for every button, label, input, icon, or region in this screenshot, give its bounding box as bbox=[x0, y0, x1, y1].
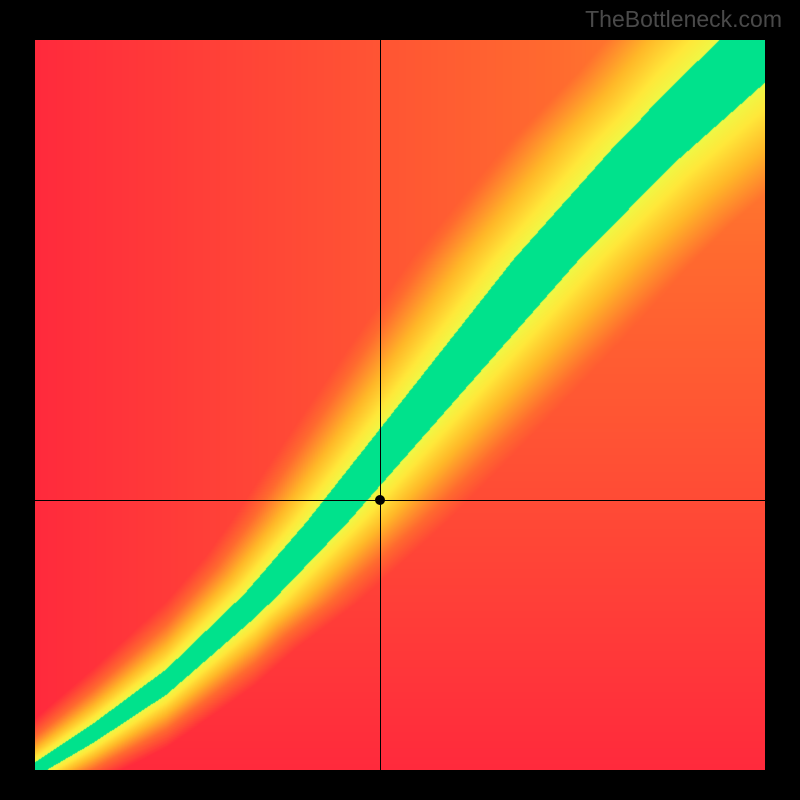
crosshair-vertical bbox=[380, 40, 381, 770]
crosshair-horizontal bbox=[35, 500, 765, 501]
chart-container: TheBottleneck.com bbox=[0, 0, 800, 800]
watermark-text: TheBottleneck.com bbox=[585, 6, 782, 33]
bottleneck-heatmap bbox=[35, 40, 765, 770]
crosshair-marker bbox=[375, 495, 385, 505]
